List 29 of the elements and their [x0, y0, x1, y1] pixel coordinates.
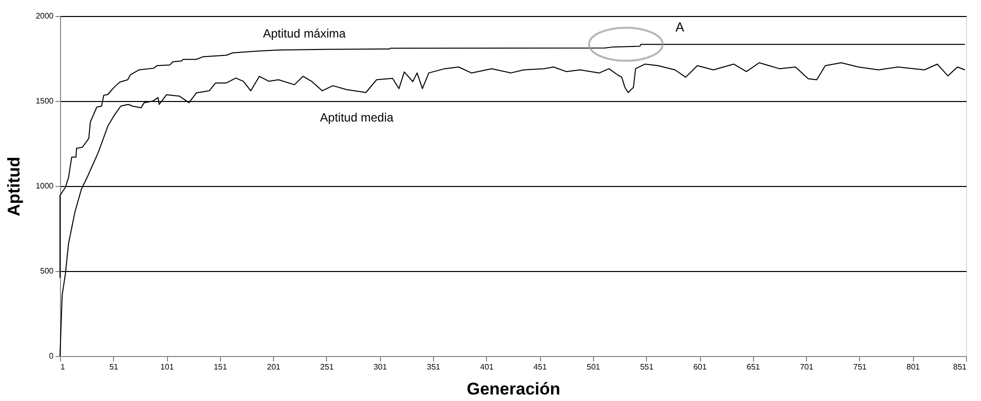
x-axis-title: Generación — [466, 380, 560, 398]
x-tick-label: 101 — [160, 362, 174, 372]
y-tick-label: 2000 — [36, 12, 54, 20]
x-tick-label: 551 — [640, 362, 654, 372]
x-tick-label: 501 — [586, 362, 601, 372]
x-tick-label: 451 — [533, 362, 548, 372]
x-tick-label: 201 — [266, 362, 281, 372]
y-tick-label: 1500 — [36, 96, 54, 106]
series-label: Aptitud media — [320, 110, 394, 125]
x-tick-label: 651 — [746, 362, 761, 372]
x-tick-label: 801 — [906, 362, 920, 372]
annotation: A — [676, 19, 685, 34]
series-label: Aptitud máxima — [262, 26, 346, 40]
x-tick-label: 851 — [953, 362, 968, 372]
y-tick-label: 1000 — [36, 182, 54, 190]
y-axis-title: Aptitud — [4, 156, 24, 216]
x-tick-label: 301 — [374, 362, 388, 372]
x-tick-label: 751 — [853, 362, 868, 372]
x-tick-label: 601 — [693, 362, 708, 372]
x-tick-label: 151 — [214, 362, 228, 372]
x-tick-label: 1 — [60, 362, 66, 372]
x-tick-label: 701 — [800, 362, 814, 372]
line-series — [60, 44, 966, 278]
x-tick-label: 51 — [109, 362, 119, 372]
y-tick-label: 500 — [40, 266, 54, 276]
x-tick-label: 351 — [426, 362, 441, 372]
x-tick-label: 401 — [480, 362, 494, 372]
y-tick-label: 0 — [49, 352, 54, 360]
x-tick-label: 251 — [320, 362, 334, 372]
